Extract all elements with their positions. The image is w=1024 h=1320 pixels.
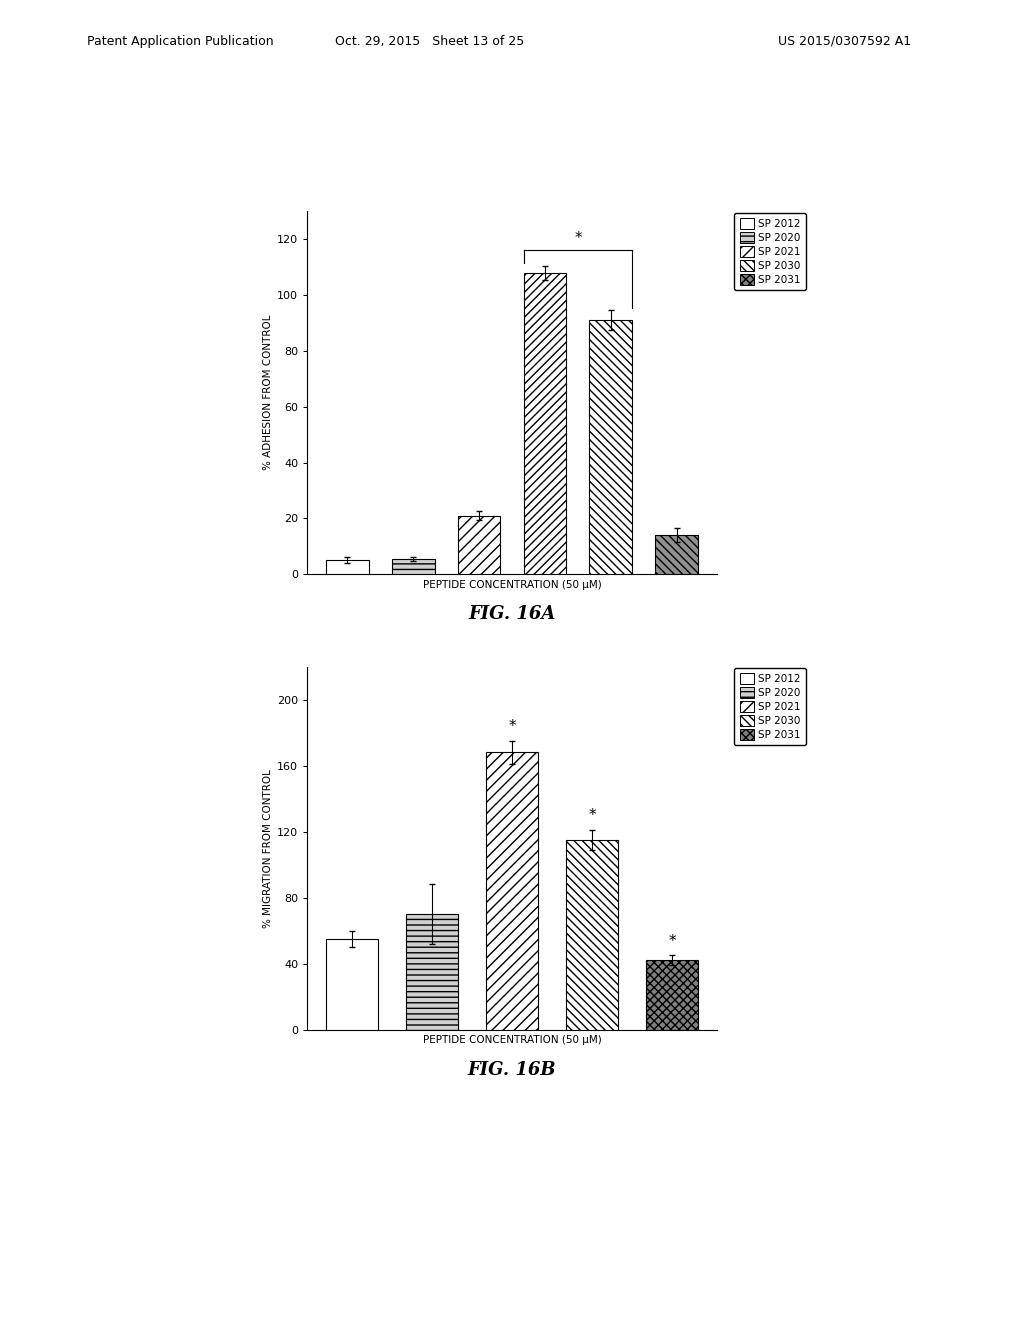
Legend: SP 2012, SP 2020, SP 2021, SP 2030, SP 2031: SP 2012, SP 2020, SP 2021, SP 2030, SP 2… bbox=[734, 213, 806, 290]
Y-axis label: % MIGRATION FROM CONTROL: % MIGRATION FROM CONTROL bbox=[263, 768, 272, 928]
Text: Oct. 29, 2015   Sheet 13 of 25: Oct. 29, 2015 Sheet 13 of 25 bbox=[336, 34, 524, 48]
Text: *: * bbox=[508, 719, 516, 734]
Text: FIG. 16A: FIG. 16A bbox=[468, 605, 556, 623]
X-axis label: PEPTIDE CONCENTRATION (50 μM): PEPTIDE CONCENTRATION (50 μM) bbox=[423, 1035, 601, 1045]
Bar bbox=[458, 516, 501, 574]
Bar bbox=[566, 840, 618, 1030]
Y-axis label: % ADHESION FROM CONTROL: % ADHESION FROM CONTROL bbox=[263, 315, 272, 470]
Text: *: * bbox=[574, 231, 582, 246]
Bar bbox=[326, 560, 369, 574]
Bar bbox=[590, 321, 632, 574]
Bar bbox=[326, 939, 378, 1030]
X-axis label: PEPTIDE CONCENTRATION (50 μM): PEPTIDE CONCENTRATION (50 μM) bbox=[423, 579, 601, 590]
Bar bbox=[486, 752, 538, 1030]
Text: Patent Application Publication: Patent Application Publication bbox=[87, 34, 273, 48]
Text: FIG. 16B: FIG. 16B bbox=[468, 1061, 556, 1080]
Bar bbox=[523, 273, 566, 574]
Bar bbox=[646, 961, 698, 1030]
Text: *: * bbox=[588, 808, 596, 824]
Bar bbox=[392, 558, 434, 574]
Legend: SP 2012, SP 2020, SP 2021, SP 2030, SP 2031: SP 2012, SP 2020, SP 2021, SP 2030, SP 2… bbox=[734, 668, 806, 746]
Bar bbox=[406, 913, 458, 1030]
Bar bbox=[655, 535, 698, 574]
Text: *: * bbox=[669, 933, 676, 949]
Text: US 2015/0307592 A1: US 2015/0307592 A1 bbox=[778, 34, 911, 48]
